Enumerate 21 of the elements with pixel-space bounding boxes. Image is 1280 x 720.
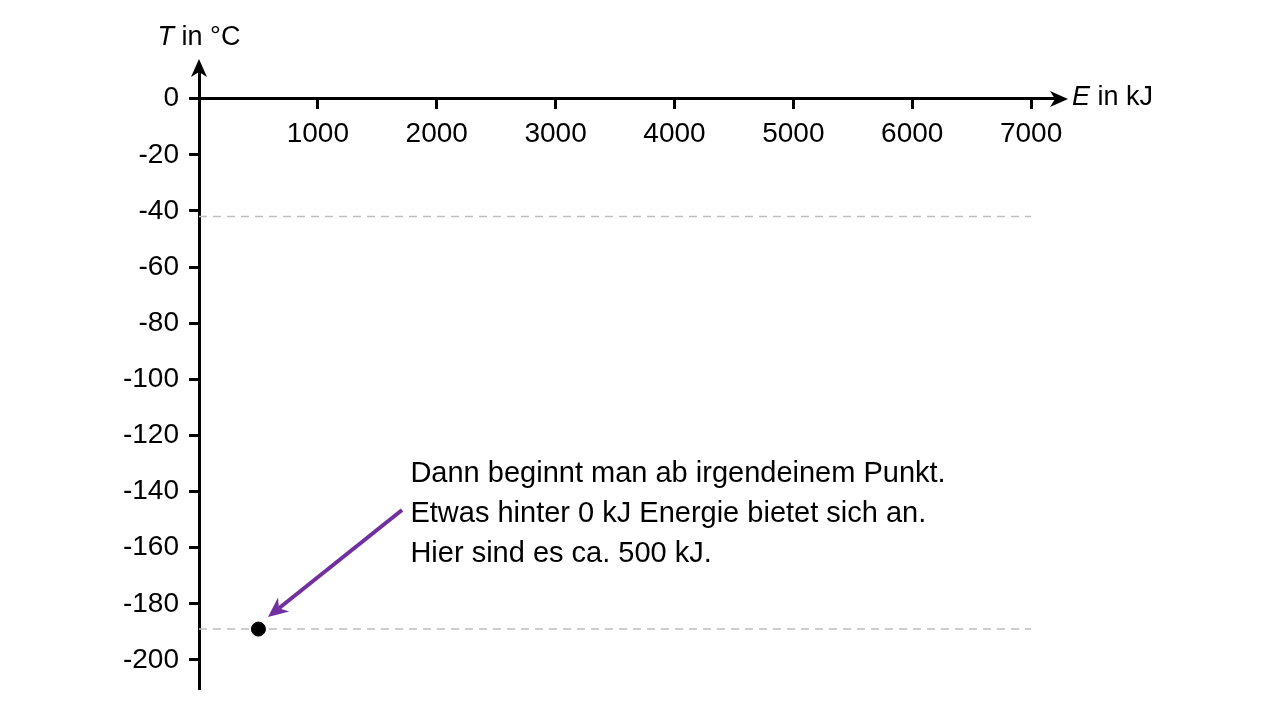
x-tick-label: 2000 [405,117,468,149]
y-tick-label: -100 [122,362,179,394]
y-tick-label: -140 [122,474,179,506]
x-tick-label: 4000 [643,117,706,149]
x-tick-label: 1000 [286,117,350,149]
y-tick-label: -120 [122,418,179,450]
x-tick-label: 6000 [881,117,944,149]
y-tick-label: -180 [122,586,179,618]
y-tick-label: -20 [138,137,179,169]
y-axis-title: T in °C [157,20,241,53]
x-tick-label: 5000 [762,117,825,149]
y-tick-label: -40 [138,193,179,225]
x-tick-label: 3000 [524,117,587,149]
annotation: Dann beginnt man ab irgendeinem Punkt. Etwas hinter 0 kJ Energie bietet sich an. Hier sind es ca. 500 kJ. [410,455,946,571]
y-tick-label: 0 [163,81,179,113]
y-tick-label: -60 [138,249,179,281]
y-tick-label: -80 [138,305,179,337]
x-tick-label: 7000 [999,117,1063,149]
x-axis-title: E in kJ [1072,79,1154,113]
y-tick-label: -200 [122,642,179,674]
y-tick-label: -160 [122,530,179,562]
